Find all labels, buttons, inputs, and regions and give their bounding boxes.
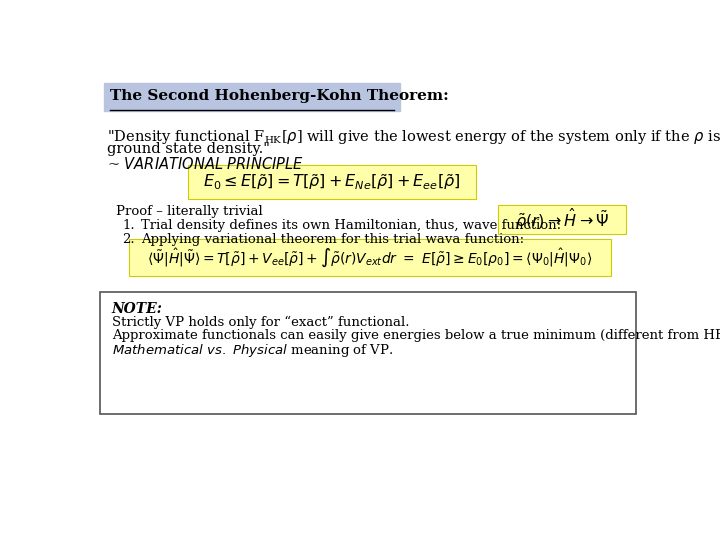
FancyBboxPatch shape <box>188 165 476 199</box>
FancyBboxPatch shape <box>104 83 400 111</box>
FancyBboxPatch shape <box>498 205 626 234</box>
Text: ground state density.": ground state density." <box>107 142 270 156</box>
Text: Strictly VP holds only for “exact” functional.: Strictly VP holds only for “exact” funct… <box>112 316 409 329</box>
Text: $E_0 \leq E[\tilde{\rho}] = T[\tilde{\rho}] + E_{Ne}[\tilde{\rho}] + E_{ee}[\til: $E_0 \leq E[\tilde{\rho}] = T[\tilde{\rh… <box>203 172 461 192</box>
FancyBboxPatch shape <box>100 292 636 414</box>
Text: Approximate functionals can easily give energies below a true minimum (different: Approximate functionals can easily give … <box>112 329 720 342</box>
Text: $\mathit{Mathematical\ vs.\ Physical}$ meaning of VP.: $\mathit{Mathematical\ vs.\ Physical}$ m… <box>112 342 393 359</box>
Text: $\langle\tilde{\Psi}|\hat{H}|\tilde{\Psi}\rangle = T[\tilde{\rho}] + V_{ee}[\til: $\langle\tilde{\Psi}|\hat{H}|\tilde{\Psi… <box>147 246 593 268</box>
Text: 1.: 1. <box>122 219 135 232</box>
Text: Applying variational theorem for this trial wava function:: Applying variational theorem for this tr… <box>141 233 524 246</box>
Text: "Density functional F$_{\mathregular{HK}}$[$\rho$] will give the lowest energy o: "Density functional F$_{\mathregular{HK}… <box>107 128 720 146</box>
Text: Trial density defines its own Hamiltonian, thus, wave function:: Trial density defines its own Hamiltonia… <box>141 219 562 232</box>
Text: The Second Hohenberg-Kohn Theorem:: The Second Hohenberg-Kohn Theorem: <box>110 89 449 103</box>
Text: ~ $\mathit{VARIATIONAL\ PRINCIPLE}$: ~ $\mathit{VARIATIONAL\ PRINCIPLE}$ <box>107 156 304 172</box>
Text: $\tilde{\rho}(r) \rightarrow \hat{H} \rightarrow \tilde{\Psi}$: $\tilde{\rho}(r) \rightarrow \hat{H} \ri… <box>515 207 609 232</box>
Text: Proof – literally trivial: Proof – literally trivial <box>117 205 263 218</box>
FancyBboxPatch shape <box>129 239 611 276</box>
Text: 2.: 2. <box>122 233 135 246</box>
Text: NOTE:: NOTE: <box>112 302 163 316</box>
